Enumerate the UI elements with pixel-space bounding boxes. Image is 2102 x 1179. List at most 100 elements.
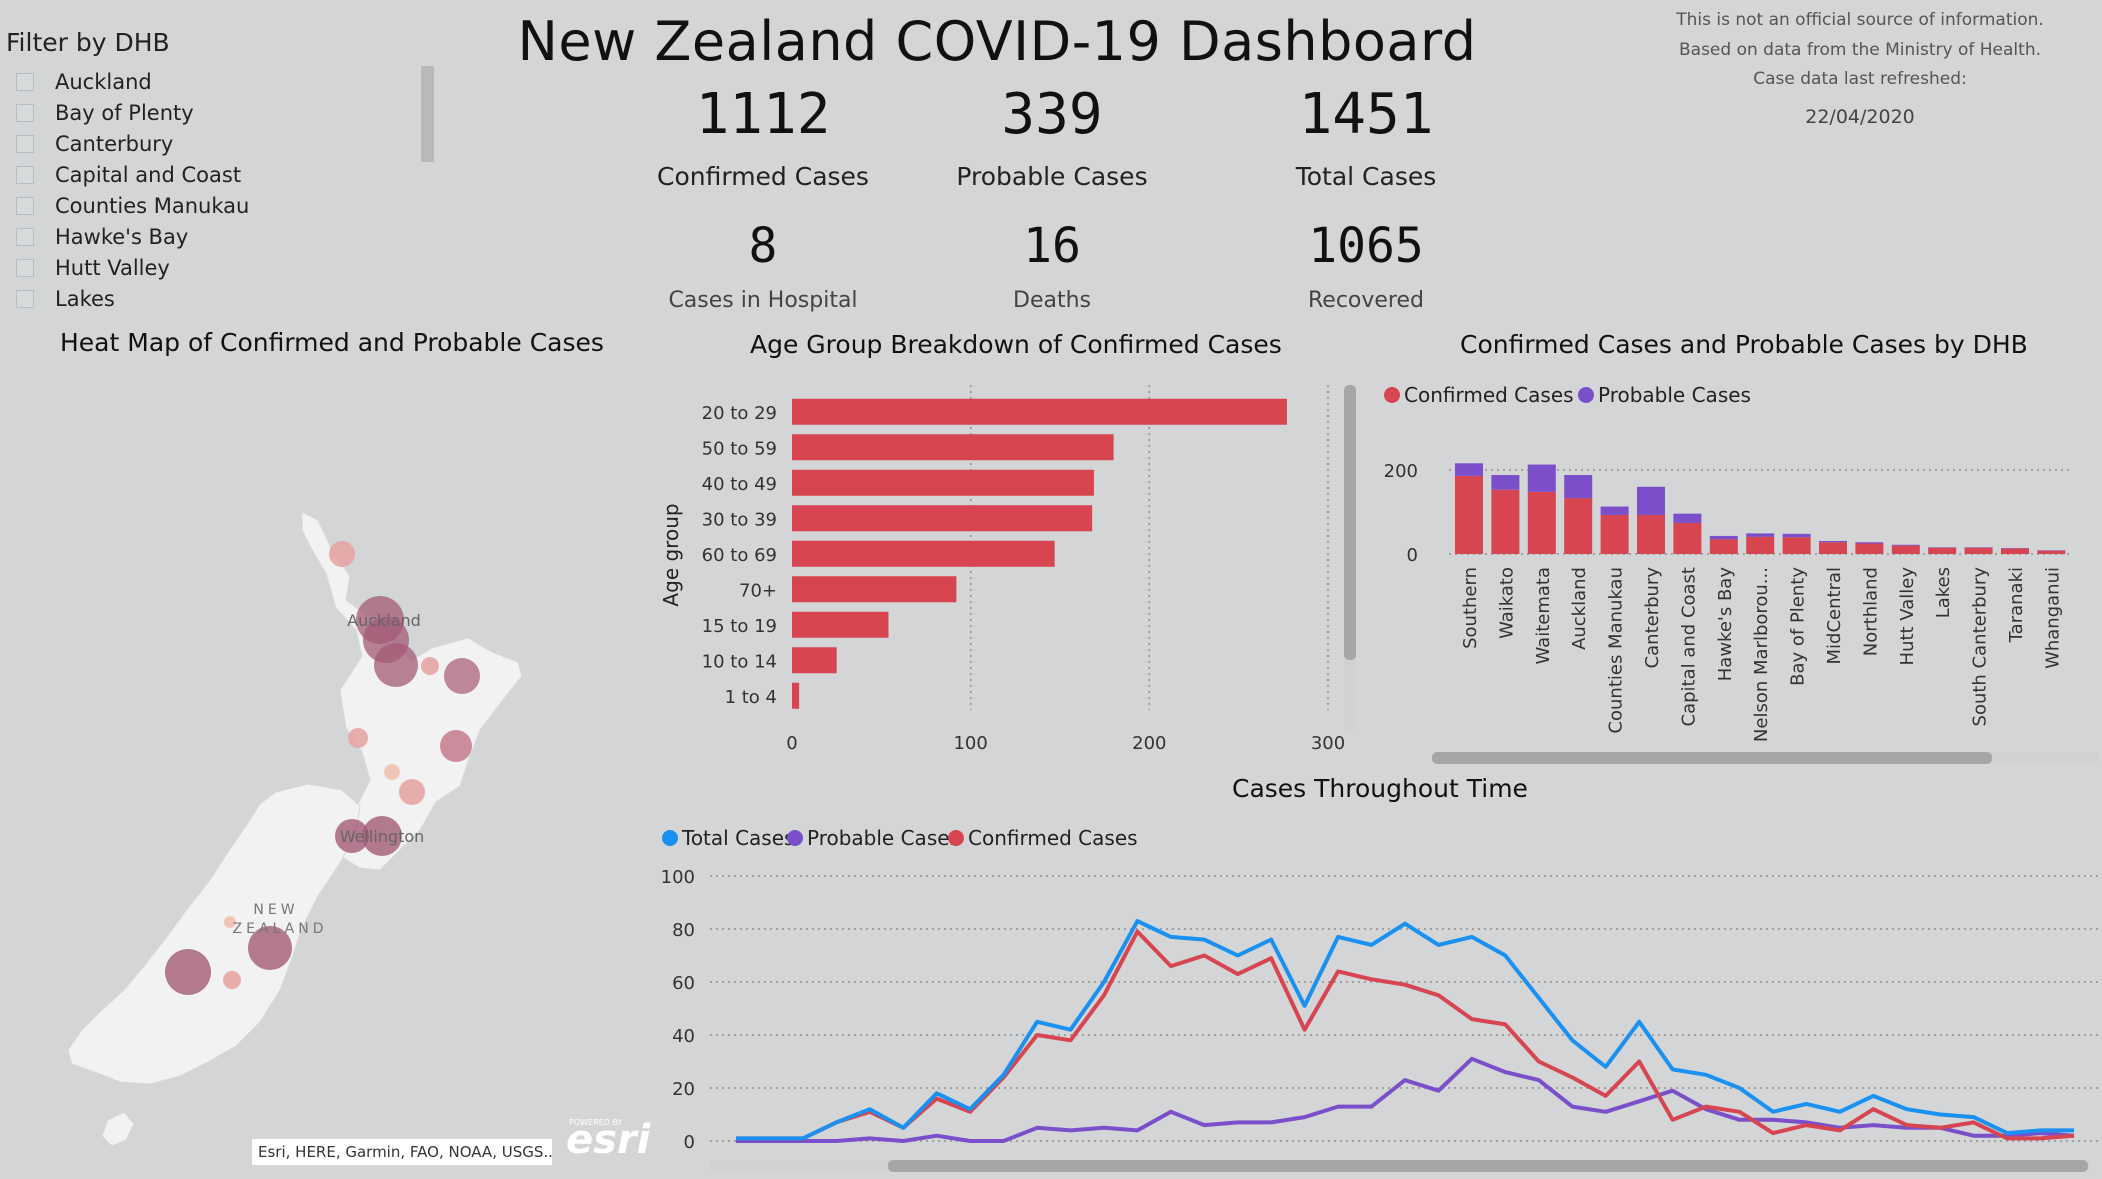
age-bar[interactable] xyxy=(792,682,800,709)
time-scrollbar[interactable] xyxy=(888,1160,2088,1172)
time-legend-probable[interactable]: Probable Cases xyxy=(787,826,960,850)
map-attribution: Esri, HERE, Garmin, FAO, NOAA, USGS... xyxy=(252,1139,552,1165)
age-group-chart[interactable]: 0 100 200 300 20 to 29 50 to 59 40 to 49 30 to … xyxy=(660,370,1360,760)
dhb-category-label: Southern xyxy=(1460,567,1481,649)
time-legend-total[interactable]: Total Cases xyxy=(662,826,794,850)
filter-checkbox[interactable] xyxy=(16,135,34,153)
time-y-tick: 80 xyxy=(672,920,695,941)
filter-item-hutt-valley[interactable]: Hutt Valley xyxy=(16,254,170,282)
dhb-bar-confirmed[interactable] xyxy=(1891,545,1920,554)
dhb-y-tick: 0 xyxy=(1407,545,1418,566)
filter-item-counties-manukau[interactable]: Counties Manukau xyxy=(16,192,249,220)
filter-checkbox[interactable] xyxy=(16,259,34,277)
filter-scrollbar[interactable] xyxy=(421,66,434,162)
time-chart[interactable]: 0 20 40 60 80 100 xyxy=(660,860,2102,1179)
dhb-bar-confirmed[interactable] xyxy=(1564,498,1593,554)
filter-checkbox[interactable] xyxy=(16,166,34,184)
dhb-chart[interactable]: 0 200 Southern Waikato Waitemata Auckland Coun… xyxy=(1370,420,2102,770)
bubble-taranaki[interactable] xyxy=(384,764,400,780)
dhb-category-label: Capital and Coast xyxy=(1678,567,1699,726)
time-series-total-cases[interactable] xyxy=(736,919,2074,1141)
dhb-bar-probable[interactable] xyxy=(1891,544,1920,546)
bubble-hawkes-bay[interactable] xyxy=(399,779,425,805)
dhb-bar-probable[interactable] xyxy=(1819,540,1847,543)
bubble-canterbury[interactable] xyxy=(248,926,292,970)
age-scrollbar[interactable] xyxy=(1344,385,1356,660)
dhb-bar-probable[interactable] xyxy=(1491,475,1520,490)
bubble-otago[interactable] xyxy=(223,971,241,989)
dhb-bar-confirmed[interactable] xyxy=(1491,489,1520,554)
time-legend-confirmed[interactable]: Confirmed Cases xyxy=(948,826,1138,850)
age-x-tick: 300 xyxy=(1311,733,1345,754)
confirmed-legend-dot xyxy=(1384,387,1400,403)
filter-title: Filter by DHB xyxy=(6,28,170,57)
bubble-thames[interactable] xyxy=(421,657,439,675)
bubble-southern[interactable] xyxy=(165,949,211,995)
age-category-label: 60 to 69 xyxy=(702,545,777,566)
dhb-bar-confirmed[interactable] xyxy=(1527,491,1556,554)
dhb-bar-confirmed[interactable] xyxy=(1928,547,1957,554)
filter-item-canterbury[interactable]: Canterbury xyxy=(16,130,173,158)
filter-checkbox[interactable] xyxy=(16,104,34,122)
dhb-bar-probable[interactable] xyxy=(1600,506,1629,515)
dhb-legend-confirmed[interactable]: Confirmed Cases xyxy=(1384,383,1574,407)
dhb-bar-confirmed[interactable] xyxy=(1746,536,1775,554)
filter-item-bay-of-plenty[interactable]: Bay of Plenty xyxy=(16,99,194,127)
bubble-northland[interactable] xyxy=(329,541,355,567)
filter-item-auckland[interactable]: Auckland xyxy=(16,68,152,96)
dhb-bar-confirmed[interactable] xyxy=(1455,475,1483,554)
age-bar[interactable] xyxy=(792,398,1287,425)
dhb-bar-confirmed[interactable] xyxy=(1964,547,1993,554)
dhb-category-label: Whanganui xyxy=(2042,567,2063,669)
dhb-bar-probable[interactable] xyxy=(1527,464,1556,492)
filter-checkbox[interactable] xyxy=(16,290,34,308)
heat-map[interactable]: Auckland Wellington NEW ZEALAND xyxy=(40,490,660,1170)
dhb-bar-confirmed[interactable] xyxy=(1819,542,1847,554)
filter-item-capital-and-coast[interactable]: Capital and Coast xyxy=(16,161,241,189)
probable-legend-dot xyxy=(1578,387,1594,403)
dhb-scrollbar[interactable] xyxy=(1432,752,1992,764)
dhb-bar-probable[interactable] xyxy=(1746,533,1775,537)
filter-checkbox[interactable] xyxy=(16,73,34,91)
dhb-bar-probable[interactable] xyxy=(1673,513,1702,523)
bubble-capital-and-coast[interactable] xyxy=(335,819,369,853)
bubble-counties-manukau[interactable] xyxy=(374,643,418,687)
kpi-deaths-label: Deaths xyxy=(1013,288,1091,313)
dhb-bar-confirmed[interactable] xyxy=(1782,537,1811,554)
age-bar[interactable] xyxy=(792,505,1093,532)
dhb-bar-probable[interactable] xyxy=(1637,486,1665,515)
filter-item-lakes[interactable]: Lakes xyxy=(16,285,115,313)
time-series-confirmed-cases[interactable] xyxy=(736,929,2075,1141)
dhb-bar-confirmed[interactable] xyxy=(1637,514,1665,554)
dhb-bar-confirmed[interactable] xyxy=(2037,550,2066,554)
age-bar[interactable] xyxy=(792,647,837,674)
kpi-probable-value: 339 xyxy=(1001,82,1103,147)
bubble-hutt-valley[interactable] xyxy=(362,816,402,856)
dhb-bar-probable[interactable] xyxy=(1709,535,1738,540)
dhb-bar-probable[interactable] xyxy=(1455,463,1483,476)
dhb-bar-probable[interactable] xyxy=(1564,475,1593,499)
age-bar[interactable] xyxy=(792,469,1094,496)
dhb-bar-confirmed[interactable] xyxy=(1855,543,1884,555)
dhb-bar-confirmed[interactable] xyxy=(1600,514,1629,554)
bubble-bay-of-plenty[interactable] xyxy=(444,658,480,694)
age-bar[interactable] xyxy=(792,611,889,638)
dhb-bar-confirmed[interactable] xyxy=(1709,539,1738,554)
filter-item-label: Counties Manukau xyxy=(55,194,250,218)
dhb-bar-confirmed[interactable] xyxy=(1673,522,1702,554)
dhb-bar-probable[interactable] xyxy=(1855,542,1884,544)
dhb-category-label: Nelson Marlborou... xyxy=(1751,567,1772,742)
filter-checkbox[interactable] xyxy=(16,228,34,246)
bubble-lakes[interactable] xyxy=(440,730,472,762)
age-bar[interactable] xyxy=(792,576,957,603)
dhb-legend-probable[interactable]: Probable Cases xyxy=(1578,383,1751,407)
bubble-south-canterbury[interactable] xyxy=(224,916,236,928)
filter-checkbox[interactable] xyxy=(16,197,34,215)
dhb-bar-probable[interactable] xyxy=(1782,533,1811,538)
age-bar[interactable] xyxy=(792,434,1114,461)
time-series-probable-cases[interactable] xyxy=(736,1056,2075,1143)
age-bar[interactable] xyxy=(792,540,1055,567)
filter-item-hawke-s-bay[interactable]: Hawke's Bay xyxy=(16,223,188,251)
bubble-waikato[interactable] xyxy=(348,728,368,748)
dhb-bar-confirmed[interactable] xyxy=(2001,548,2029,554)
